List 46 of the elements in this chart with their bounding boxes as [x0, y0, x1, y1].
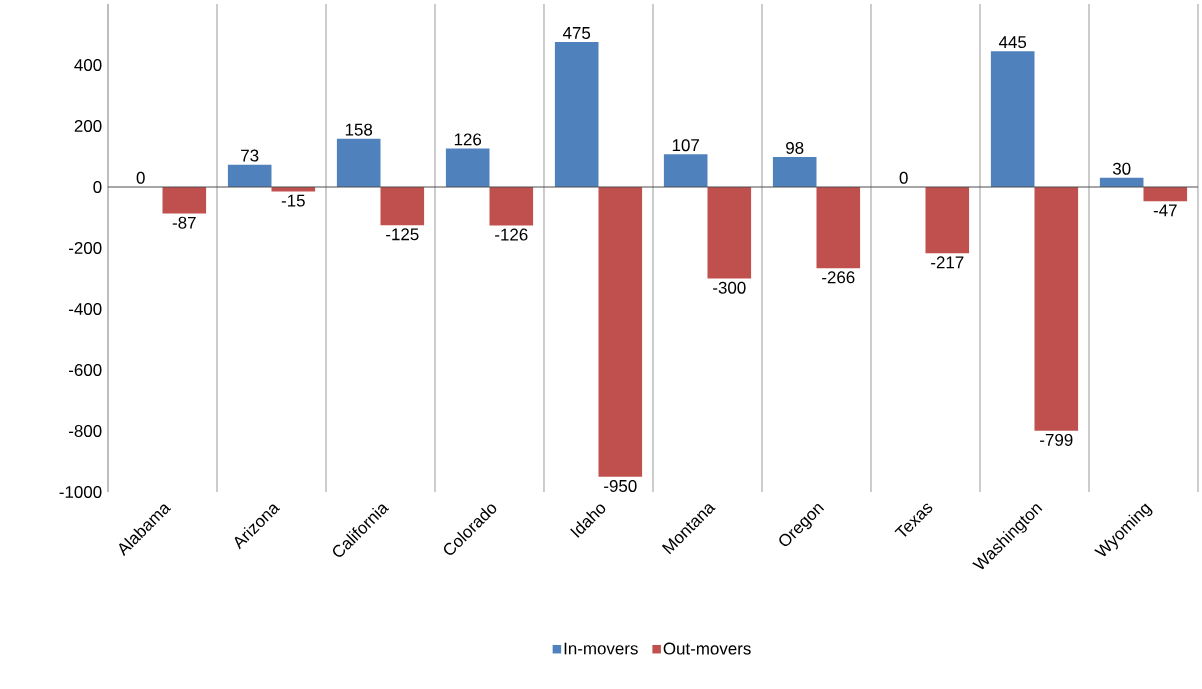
bar — [816, 187, 861, 269]
data-label: 158 — [345, 123, 373, 136]
bar — [772, 157, 817, 187]
y-tick-label: -800 — [69, 425, 102, 437]
bar — [1143, 187, 1188, 202]
bar — [554, 42, 599, 187]
bar — [489, 187, 534, 226]
bar — [598, 187, 643, 477]
data-label: -266 — [822, 271, 855, 284]
data-label: 73 — [241, 149, 259, 162]
y-tick-label: -200 — [69, 242, 102, 254]
data-label: -47 — [1153, 204, 1177, 217]
data-label: -87 — [172, 216, 196, 229]
data-label: 0 — [136, 171, 145, 184]
bar — [663, 154, 708, 187]
data-label: -799 — [1040, 433, 1073, 446]
bar — [707, 187, 752, 279]
legend-label: Out-movers — [663, 642, 751, 655]
y-tick-label: -600 — [69, 364, 102, 376]
bar — [1034, 187, 1079, 431]
data-label: 0 — [899, 171, 908, 184]
data-label: -126 — [495, 228, 528, 241]
data-label: -125 — [386, 228, 419, 241]
bar — [925, 187, 970, 254]
y-tick-label: 200 — [74, 120, 102, 132]
bar — [162, 187, 207, 214]
data-label: 107 — [672, 139, 699, 152]
data-label: 98 — [786, 141, 804, 154]
data-label: -950 — [604, 479, 637, 492]
data-label: 445 — [998, 36, 1027, 49]
bar — [336, 138, 381, 187]
data-label: -300 — [713, 281, 746, 294]
data-label: -217 — [931, 256, 964, 269]
y-tick-label: -1000 — [59, 486, 102, 498]
y-tick-label: 400 — [74, 59, 102, 71]
legend-label: In-movers — [564, 642, 638, 655]
bar — [380, 187, 425, 226]
y-tick-label: -400 — [69, 303, 102, 315]
y-tick-label: 0 — [93, 181, 102, 193]
data-label: -15 — [281, 194, 305, 207]
data-label: 30 — [1112, 162, 1131, 175]
bar — [445, 148, 490, 187]
bar — [227, 164, 272, 187]
data-label: 126 — [454, 133, 482, 146]
bar — [990, 51, 1035, 187]
data-label: 475 — [562, 27, 591, 39]
